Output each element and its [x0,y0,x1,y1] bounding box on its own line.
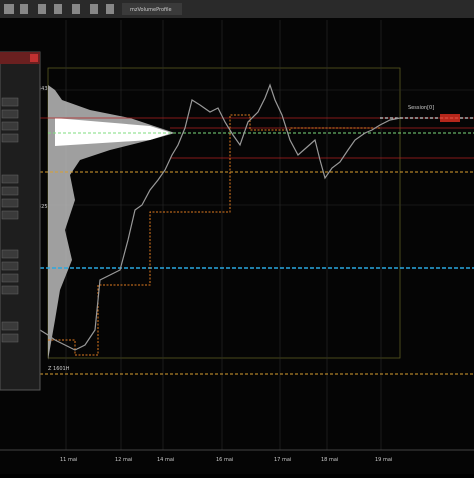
date-label: 16 mai [216,457,233,463]
icon[interactable] [54,4,62,14]
date-label: 18 mai [321,457,338,463]
date-labels: 11 mai 12 mai 14 mai 16 mai 17 mai 18 ma… [60,457,392,463]
session-label: Session[0] [408,105,434,111]
price-line [39,83,401,351]
icon[interactable] [106,4,114,14]
date-label: 17 mai [274,457,291,463]
toolbar-title: mzVolumeProfile [130,7,172,13]
icon[interactable] [38,4,46,14]
price-label: 343 [38,86,48,92]
toolbar-icons [4,4,114,14]
icon[interactable] [90,4,98,14]
bottom-label: Z 1601H [48,366,70,372]
price-label: 325 [38,204,48,210]
date-label: 12 mai [115,457,132,463]
toolbar [0,0,474,18]
close-button[interactable] [30,54,38,62]
grid [40,20,474,450]
volume-profile [48,85,175,360]
date-label: 11 mai [60,457,77,463]
profile-highlight [440,114,460,122]
date-label: 19 mai [375,457,392,463]
icon[interactable] [4,4,14,14]
icon[interactable] [72,4,80,14]
dialog-fields [1,97,19,343]
icon[interactable] [20,4,28,14]
date-label: 14 mai [157,457,174,463]
volume-poc [55,118,172,146]
developing-poc [48,114,380,356]
indicator-tab[interactable] [122,3,182,15]
